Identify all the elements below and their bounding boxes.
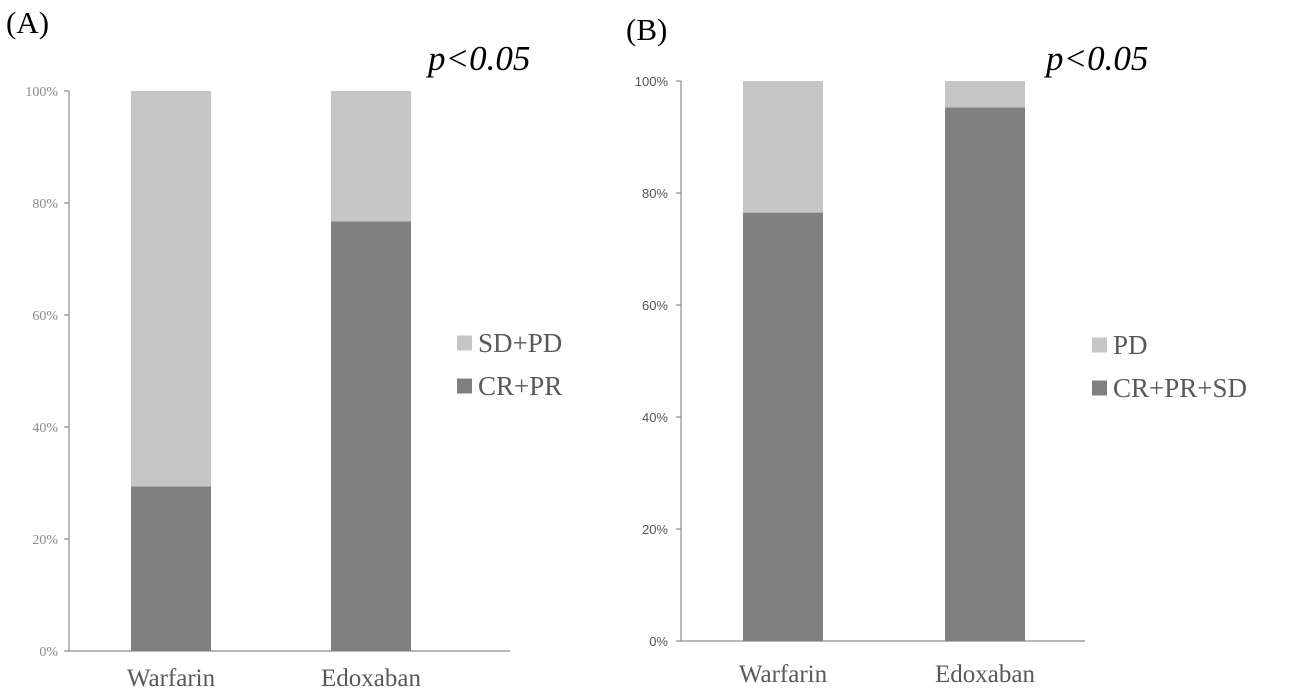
bar-segment-sd-pd-warfarin bbox=[131, 91, 211, 487]
bar-segment-cr-pr-sd-edoxaban bbox=[945, 107, 1025, 641]
y-tick-label: 40% bbox=[642, 410, 668, 425]
x-category-label: Warfarin bbox=[739, 661, 828, 688]
chart-panel-a: (A) p<0.05 0% 20% 40% 60% 80% 100% Warfarin Edo… bbox=[6, 5, 562, 692]
chart-panel-b: (B) p<0.05 0% 20% 40% 60% 80% 100% Warfarin Edo… bbox=[626, 12, 1247, 688]
x-category-label: Edoxaban bbox=[321, 665, 421, 692]
x-category-label: Warfarin bbox=[127, 665, 216, 692]
legend-label: CR+PR bbox=[478, 371, 562, 401]
legend-swatch bbox=[1092, 380, 1107, 396]
legend-label: SD+PD bbox=[478, 328, 562, 358]
p-value-annotation-a: p<0.05 bbox=[425, 39, 530, 78]
x-category-label: Edoxaban bbox=[935, 661, 1035, 688]
legend-swatch bbox=[457, 335, 472, 351]
bar-segment-pd-edoxaban bbox=[945, 81, 1025, 108]
legend-swatch bbox=[1092, 337, 1107, 353]
y-tick-label: 20% bbox=[642, 522, 668, 537]
y-tick-label: 40% bbox=[32, 421, 58, 436]
bar-segment-cr-pr-sd-warfarin bbox=[743, 212, 823, 641]
y-tick-label: 0% bbox=[39, 645, 58, 660]
bar-segment-sd-pd-edoxaban bbox=[331, 91, 411, 222]
y-tick-label: 100% bbox=[635, 74, 669, 89]
y-tick-label: 60% bbox=[642, 298, 668, 313]
bar-segment-cr-pr-warfarin bbox=[131, 486, 211, 651]
bar-segment-cr-pr-edoxaban bbox=[331, 221, 411, 652]
legend-label: CR+PR+SD bbox=[1113, 373, 1247, 403]
legend-swatch bbox=[457, 378, 472, 394]
y-tick-label: 20% bbox=[32, 533, 58, 548]
p-value-annotation-b: p<0.05 bbox=[1043, 39, 1148, 78]
y-tick-label: 80% bbox=[642, 186, 668, 201]
legend-label: PD bbox=[1113, 330, 1148, 360]
panel-label-a: (A) bbox=[6, 5, 49, 40]
y-tick-label: 0% bbox=[649, 634, 668, 649]
panel-label-b: (B) bbox=[626, 12, 667, 47]
bar-segment-pd-warfarin bbox=[743, 81, 823, 213]
y-tick-label: 80% bbox=[32, 197, 58, 212]
y-tick-label: 100% bbox=[25, 85, 58, 100]
y-tick-label: 60% bbox=[32, 309, 58, 324]
